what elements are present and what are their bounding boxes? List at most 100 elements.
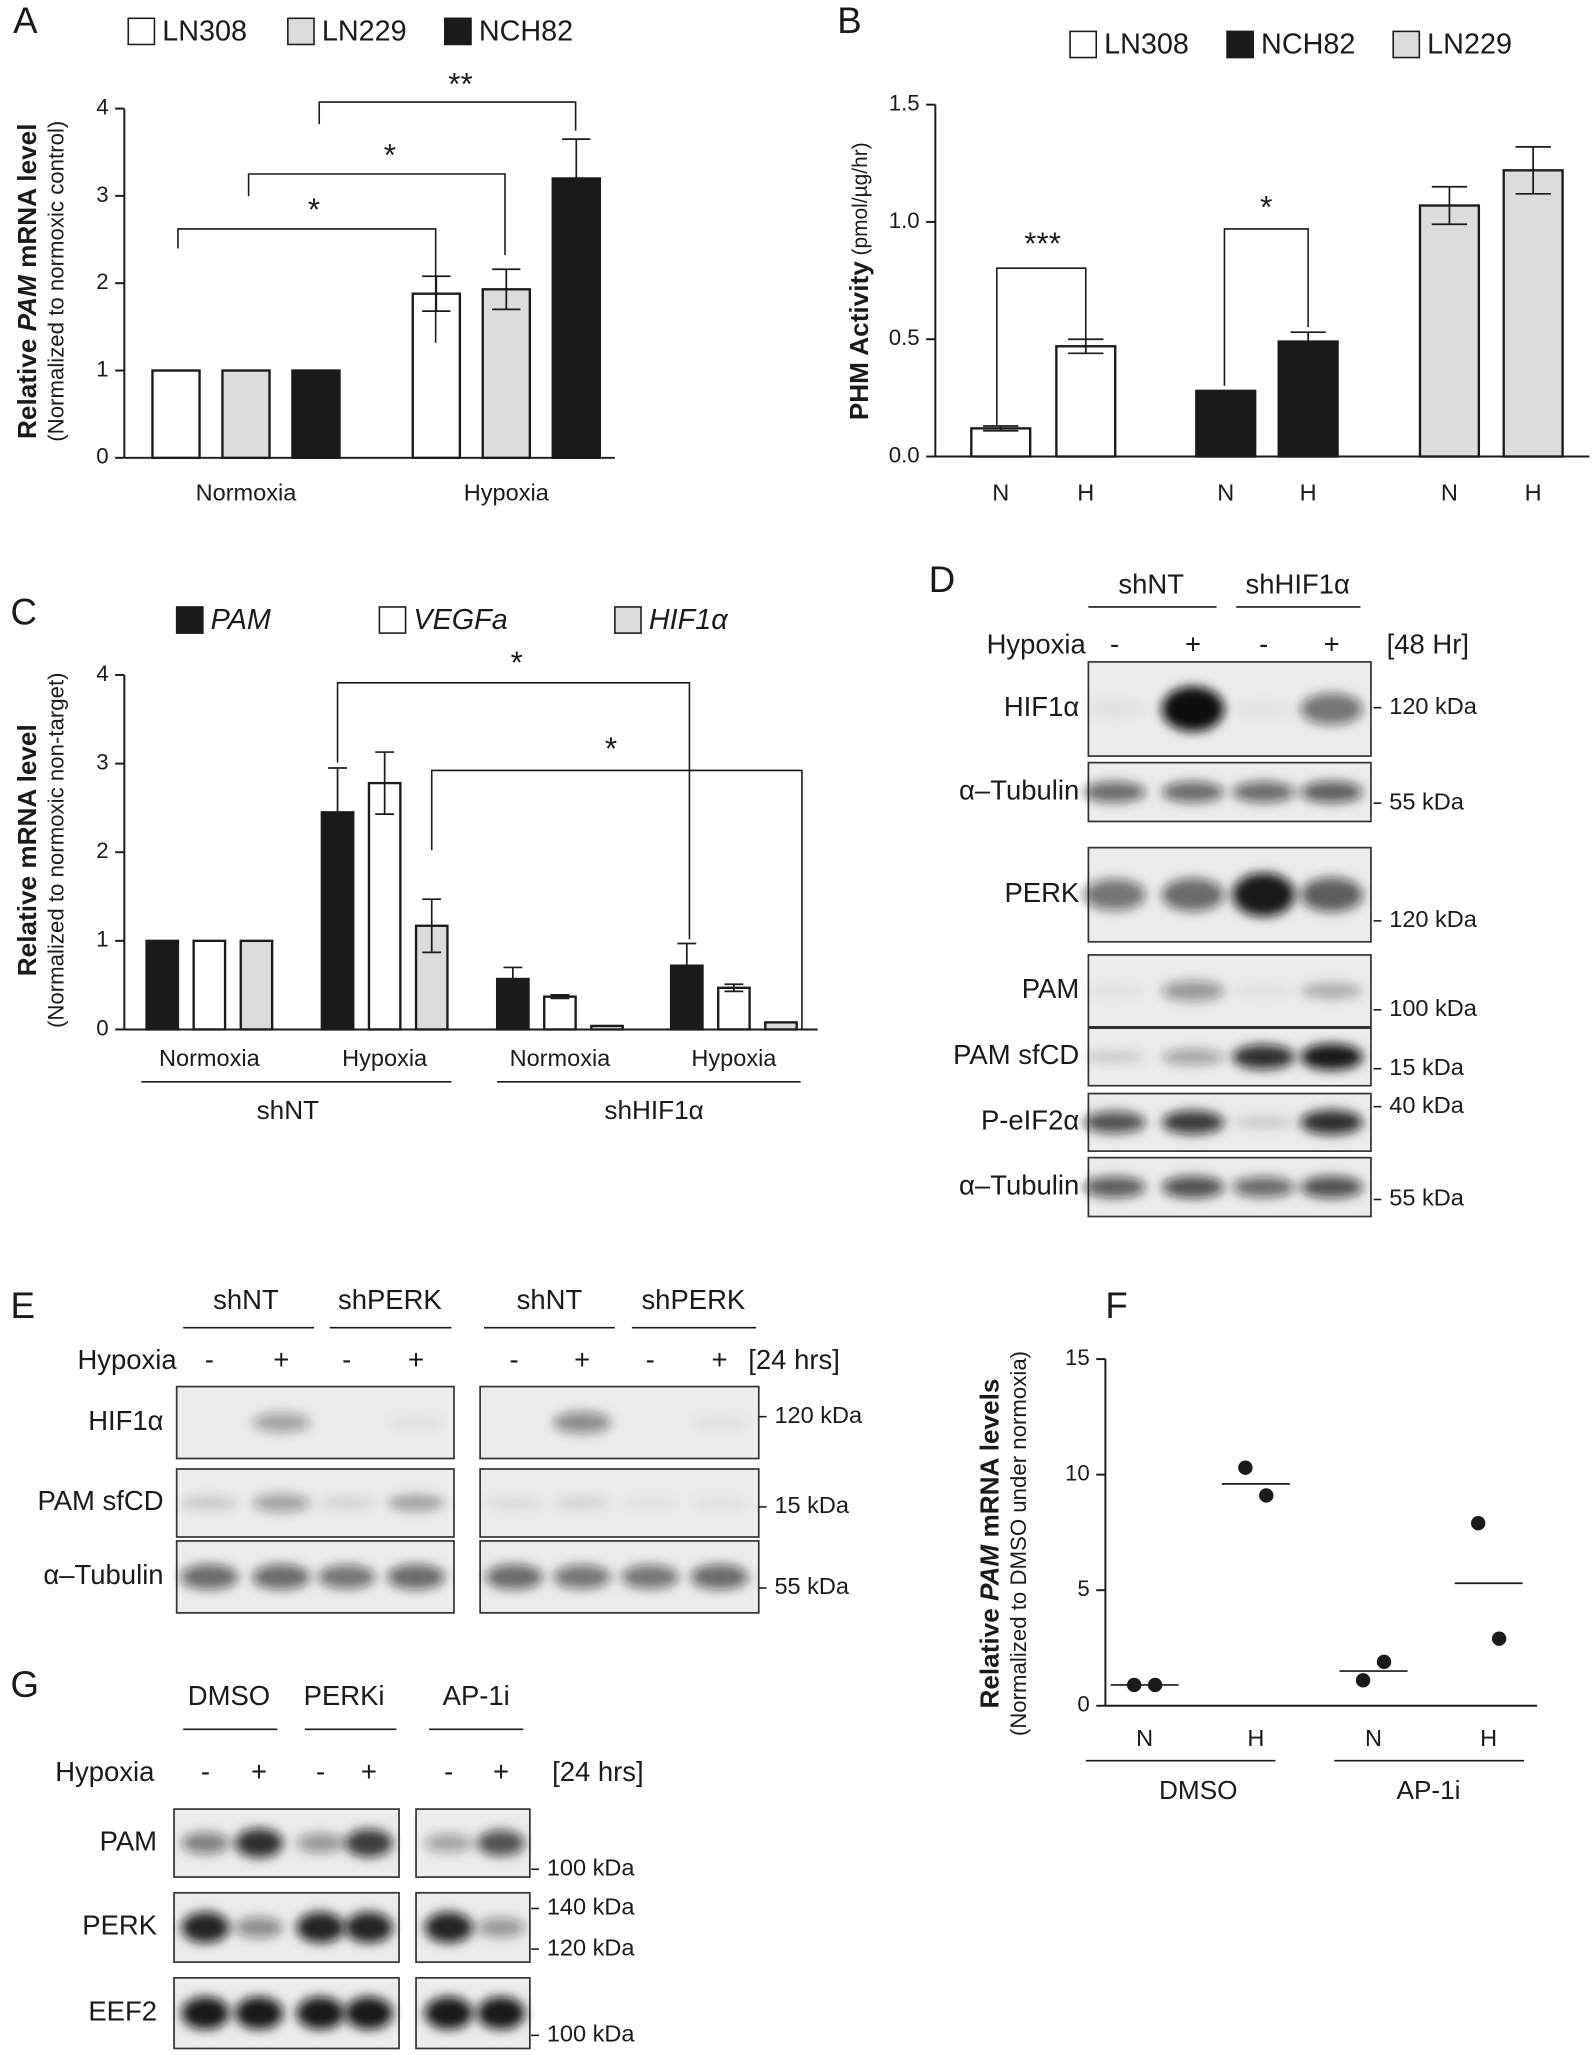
size-marker: 55 kDa: [1389, 1185, 1464, 1211]
legend-swatch: [444, 17, 472, 46]
significance: *: [511, 645, 523, 680]
band: [1300, 1175, 1363, 1199]
band: [553, 1564, 612, 1589]
y-axis-label-part: (pmol/µg/hr): [848, 142, 871, 261]
blot-row-label: PAM sfCD: [37, 1485, 163, 1516]
y-tick-label: 3: [96, 182, 108, 207]
panel-letter: G: [11, 1664, 39, 1705]
y-axis-label-part: mRNA levels: [975, 1379, 1005, 1545]
significance: *: [384, 137, 396, 172]
panel-letter: A: [13, 0, 38, 41]
y-tick-label: 2: [96, 838, 108, 863]
band: [1300, 781, 1363, 803]
band: [553, 1411, 612, 1434]
legend-label: NCH82: [1261, 28, 1355, 60]
x-tick-label: H: [1480, 1725, 1497, 1751]
band: [296, 1911, 345, 1943]
y-tick-label: 0: [96, 444, 108, 469]
y-tick-label: 1.0: [889, 208, 920, 233]
bracket: [336, 682, 691, 940]
legend-swatch: [287, 17, 315, 46]
band: [387, 1564, 445, 1590]
band: [181, 1996, 230, 2030]
y-axis-sublabel: (Normalized to normoxic control): [43, 121, 68, 442]
blot-group-label: PERKi: [304, 1680, 385, 1711]
x-tick-label: Normoxia: [196, 480, 298, 506]
y-tick-label: 1.5: [889, 91, 920, 116]
band: [1300, 1043, 1363, 1071]
bar: [764, 1021, 798, 1031]
band: [296, 1996, 345, 2030]
bar: [221, 369, 271, 460]
band: [1232, 1044, 1295, 1070]
size-marker: 40 kDa: [1389, 1092, 1464, 1118]
panel-letter: F: [1105, 1285, 1127, 1326]
lane-sign: -: [510, 1344, 519, 1375]
bar: [1418, 204, 1481, 458]
size-marker: 15 kDa: [774, 1492, 849, 1518]
lane-sign: +: [1324, 628, 1340, 659]
x-tick-label: N: [1441, 480, 1458, 506]
bar: [145, 939, 180, 1031]
point: [1238, 1460, 1253, 1475]
band: [180, 1495, 239, 1511]
bar: [1502, 169, 1564, 458]
y-axis-label: PHM Activity (pmol/µg/hr): [844, 142, 874, 420]
band: [252, 1493, 311, 1513]
bar: [192, 939, 227, 1031]
size-marker: 120 kDa: [1389, 906, 1478, 932]
band: [1161, 1175, 1225, 1199]
band: [621, 1564, 680, 1589]
y-tick-label: 5: [1077, 1576, 1089, 1601]
bar: [239, 939, 274, 1031]
legend-label: LN229: [1427, 28, 1512, 60]
y-tick-label: 0: [1077, 1692, 1089, 1717]
size-marker: 100 kDa: [547, 1854, 636, 1880]
y-tick-label: 4: [96, 94, 108, 119]
x-tick-label: Normoxia: [159, 1045, 261, 1071]
band: [1232, 872, 1295, 917]
blot-row-label: P-eIF2α: [981, 1105, 1079, 1136]
band: [1300, 1109, 1363, 1135]
size-marker: 100 kDa: [547, 2021, 636, 2047]
y-tick-label: 3: [96, 749, 108, 774]
band: [235, 1828, 284, 1858]
band: [1232, 984, 1295, 998]
band: [1083, 1176, 1146, 1198]
legend-label: LN308: [162, 15, 247, 47]
lane-sign: +: [1185, 628, 1201, 659]
y-tick-label: 10: [1065, 1461, 1090, 1486]
y-axis-label-part: Relative mRNA level: [12, 724, 42, 976]
bracket: [318, 101, 577, 131]
size-marker: 100 kDa: [1389, 995, 1478, 1021]
significance: ***: [1024, 226, 1061, 261]
blot-row-label: α–Tubulin: [959, 774, 1079, 805]
group-label: shNT: [257, 1095, 320, 1125]
band: [344, 1996, 394, 2030]
x-tick-label: H: [1247, 1725, 1264, 1751]
lane-sign: +: [711, 1344, 727, 1375]
lane-sign: +: [251, 1756, 267, 1787]
bracket: [177, 228, 437, 343]
band: [1232, 1176, 1295, 1198]
x-tick-label: H: [1300, 480, 1317, 506]
band: [387, 1416, 445, 1429]
legend-label: LN308: [1104, 28, 1189, 60]
band: [252, 1412, 311, 1433]
band: [252, 1564, 311, 1590]
band: [1083, 984, 1146, 998]
duration-label: [24 hrs]: [552, 1756, 644, 1787]
blot-row-label: α–Tubulin: [43, 1559, 163, 1590]
y-axis-label-part: Relative: [975, 1601, 1005, 1709]
bar: [543, 995, 577, 1031]
condition-label: Hypoxia: [987, 628, 1087, 659]
size-marker: 120 kDa: [1389, 693, 1478, 719]
x-tick-label: Hypoxia: [691, 1045, 777, 1071]
x-tick-label: H: [1077, 480, 1094, 506]
band: [1300, 982, 1363, 1000]
y-tick-label: 1: [96, 356, 108, 381]
x-tick-label: N: [1136, 1725, 1153, 1751]
blot-row-label: EEF2: [88, 1995, 157, 2026]
band: [476, 1996, 526, 2030]
band: [476, 1917, 526, 1938]
